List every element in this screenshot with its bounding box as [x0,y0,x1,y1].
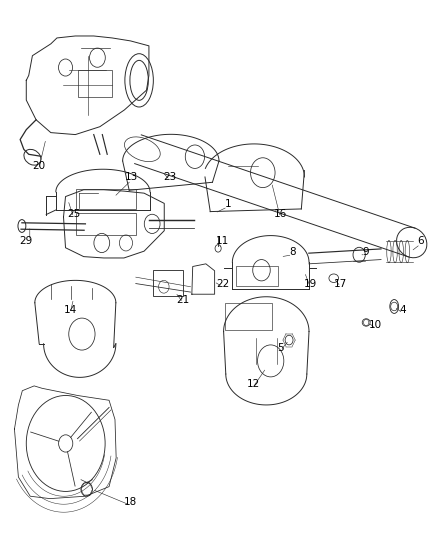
Text: 4: 4 [399,305,406,315]
Polygon shape [64,190,164,258]
Text: 18: 18 [124,497,137,507]
Text: 16: 16 [274,209,287,219]
Text: 23: 23 [163,172,177,182]
Text: 11: 11 [216,236,229,246]
Text: 21: 21 [177,295,190,304]
Text: 20: 20 [32,161,45,171]
Text: 19: 19 [304,279,317,288]
Text: 14: 14 [64,305,77,315]
Polygon shape [26,36,149,135]
Text: 10: 10 [369,320,382,330]
Polygon shape [14,386,116,499]
Text: 9: 9 [363,247,370,256]
Text: 12: 12 [247,379,260,389]
Text: 25: 25 [67,209,80,219]
Text: 13: 13 [125,172,138,182]
Text: 1: 1 [224,199,231,208]
Text: 6: 6 [417,236,424,246]
Text: 29: 29 [19,236,32,246]
Text: 17: 17 [334,279,347,288]
Text: 8: 8 [289,247,296,256]
Text: 22: 22 [216,279,229,288]
Text: 5: 5 [277,343,284,352]
